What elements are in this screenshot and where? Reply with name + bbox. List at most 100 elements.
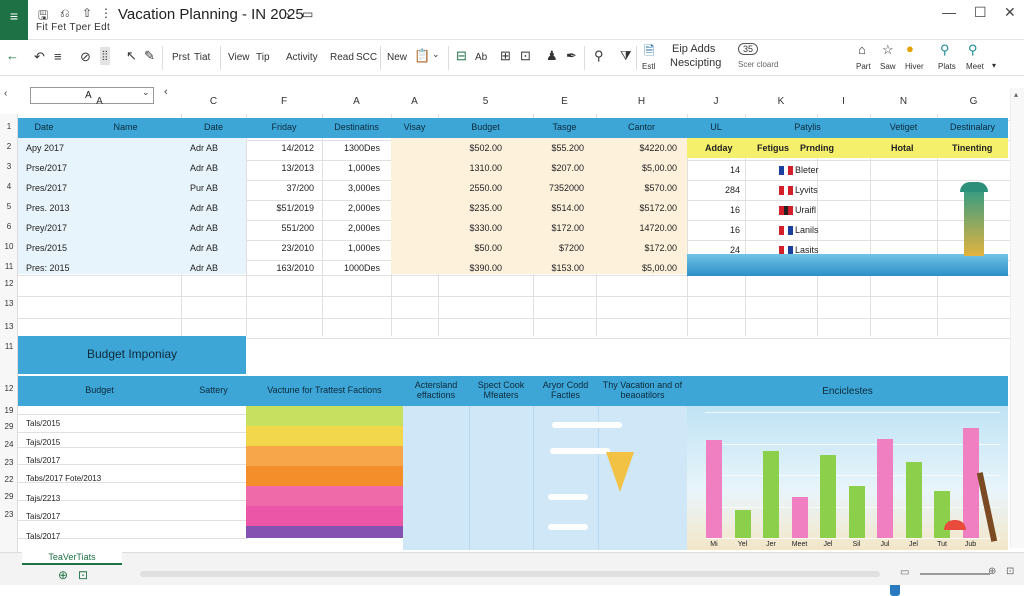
- ribbon-tip[interactable]: Tip: [256, 52, 270, 63]
- data-cell-5-5[interactable]: $7200: [558, 242, 584, 253]
- ribbon-meet-dropdown[interactable]: ▾: [992, 61, 997, 70]
- data-cell-6-6[interactable]: $5,00.00: [641, 262, 677, 273]
- title-arrow[interactable]: ›: [286, 8, 290, 22]
- align-icon[interactable]: ≡: [54, 49, 62, 64]
- data-cell-5-4[interactable]: $50.00: [474, 242, 502, 253]
- bottom-header-1[interactable]: Sattery: [199, 385, 228, 396]
- row-number-5[interactable]: 6: [6, 222, 12, 231]
- column-header-5[interactable]: 5: [482, 96, 489, 107]
- bottom-header-5[interactable]: Aryor Codd Factles: [542, 380, 589, 400]
- data-cell-4-1[interactable]: Adr AB: [190, 222, 219, 233]
- doc-icon[interactable]: 🗎: [644, 43, 655, 58]
- redo-icon[interactable]: ↶: [34, 49, 45, 64]
- function-icon[interactable]: ‹: [164, 86, 168, 98]
- top-header-10[interactable]: Patylis: [794, 122, 821, 133]
- fit-icon[interactable]: ⊡: [1006, 566, 1015, 577]
- data-cell-0-3[interactable]: 1300Des: [343, 142, 380, 153]
- format-icon[interactable]: ⊞: [500, 48, 511, 63]
- top-header-9[interactable]: UL: [710, 122, 722, 133]
- row-number-7[interactable]: 11: [4, 262, 14, 271]
- data-cell-4-5[interactable]: $172.00: [551, 222, 584, 233]
- data-cell-4-4[interactable]: $330.00: [469, 222, 502, 233]
- row-number-17[interactable]: 22: [4, 475, 14, 484]
- data-cell-3-5[interactable]: $514.00: [551, 202, 584, 213]
- data-cell-2-1[interactable]: Pur AB: [190, 182, 219, 193]
- minimize-button[interactable]: —: [942, 4, 956, 20]
- data-cell-2-2[interactable]: 37/200: [286, 182, 314, 193]
- column-header-0[interactable]: A: [96, 96, 103, 107]
- title-menu[interactable]: Fit Fet Tper Edt: [36, 22, 111, 33]
- row-number-9[interactable]: 13: [4, 299, 14, 308]
- table-icon[interactable]: ⊟: [456, 48, 467, 63]
- data-cell-2-6[interactable]: $570.00: [644, 182, 677, 193]
- data-cell-0-1[interactable]: Adr AB: [190, 142, 219, 153]
- ribbon-estl[interactable]: Estl: [642, 62, 656, 71]
- lasso-icon[interactable]: ⚲: [594, 48, 604, 63]
- data-cell-0-5[interactable]: $55.200: [551, 142, 584, 153]
- data-cell-6-2[interactable]: 163/2010: [276, 262, 314, 273]
- column-header-7[interactable]: H: [637, 96, 646, 107]
- ribbon-saw[interactable]: Saw: [880, 62, 896, 71]
- data-cell-1-6[interactable]: $5,00.00: [641, 162, 677, 173]
- bottom-header-6[interactable]: Thy Vacation and of beaoatilors: [602, 380, 683, 400]
- flag-count-2[interactable]: 16: [729, 204, 740, 215]
- data-cell-3-4[interactable]: $235.00: [469, 202, 502, 213]
- row-number-14[interactable]: 29: [4, 422, 14, 431]
- name-box[interactable]: A: [30, 87, 154, 104]
- column-header-1[interactable]: C: [209, 96, 218, 107]
- data-cell-5-0[interactable]: Pres/2015: [26, 242, 68, 253]
- data-cell-1-2[interactable]: 13/2013: [281, 162, 314, 173]
- zoom-in-icon[interactable]: ⊕: [988, 566, 997, 577]
- highlight-tinenting[interactable]: Tinenting: [952, 142, 993, 153]
- data-cell-1-3[interactable]: 1,000es: [347, 162, 380, 173]
- budget-row-3[interactable]: Tabs/2017 Fote/2013: [26, 474, 102, 483]
- budget-row-0[interactable]: Tals/2015: [26, 419, 61, 428]
- maximize-button[interactable]: ☐: [974, 4, 987, 20]
- ribbon-tiat[interactable]: Tiat: [194, 52, 211, 63]
- flag-count-4[interactable]: 24: [729, 244, 740, 255]
- row-number-18[interactable]: 29: [4, 492, 14, 501]
- data-cell-6-5[interactable]: $153.00: [551, 262, 584, 273]
- row-number-8[interactable]: 12: [4, 279, 14, 288]
- budget-row-5[interactable]: Tais/2017: [26, 512, 61, 521]
- data-cell-6-3[interactable]: 1000Des: [343, 262, 380, 273]
- zoom-slider[interactable]: [920, 573, 990, 575]
- link-icon[interactable]: ⊘: [80, 49, 91, 64]
- data-cell-1-0[interactable]: Prse/2017: [26, 162, 68, 173]
- top-header-3[interactable]: Friday: [271, 122, 297, 133]
- flag-label-4[interactable]: Lasits: [795, 244, 819, 255]
- dropdown-icon[interactable]: ⌄: [432, 49, 440, 59]
- layout-icon[interactable]: ▭: [302, 7, 314, 21]
- ribbon-ab[interactable]: Ab: [475, 52, 488, 63]
- row-number-19[interactable]: 23: [4, 510, 14, 519]
- data-cell-6-4[interactable]: $390.00: [469, 262, 502, 273]
- data-cell-4-0[interactable]: Prey/2017: [26, 222, 68, 233]
- row-number-13[interactable]: 19: [4, 406, 14, 415]
- star-icon[interactable]: ☆: [882, 42, 894, 57]
- column-header-8[interactable]: J: [713, 96, 719, 107]
- top-header-5[interactable]: Visay: [403, 122, 426, 133]
- column-header-2[interactable]: F: [280, 96, 288, 107]
- data-cell-5-3[interactable]: 1,000es: [347, 242, 380, 253]
- ribbon-part[interactable]: Part: [856, 62, 871, 71]
- column-header-11[interactable]: N: [899, 96, 908, 107]
- bulb-icon[interactable]: ●: [906, 41, 914, 56]
- pointer-icon[interactable]: ↖: [126, 48, 137, 63]
- data-cell-1-4[interactable]: 1310.00: [469, 162, 502, 173]
- ribbon-activity[interactable]: Activity: [286, 52, 318, 63]
- search-icon[interactable]: ⚲: [940, 42, 950, 57]
- data-cell-5-1[interactable]: Adr AB: [190, 242, 219, 253]
- data-cell-2-5[interactable]: 7352000: [548, 182, 584, 193]
- ribbon-nescipting[interactable]: Nescipting: [670, 57, 722, 69]
- row-number-4[interactable]: 5: [6, 202, 12, 211]
- row-number-6[interactable]: 10: [4, 242, 14, 251]
- add-sheet-icon[interactable]: ⊕: [58, 568, 69, 582]
- row-number-15[interactable]: 24: [4, 440, 14, 449]
- save-icon[interactable]: 🖫: [38, 8, 49, 22]
- sheet-tab[interactable]: TeaVerTiats: [22, 549, 122, 565]
- filter-icon[interactable]: ⧩: [620, 48, 632, 63]
- flag-label-1[interactable]: Lyvits: [795, 184, 818, 195]
- ribbon-plats[interactable]: Plats: [938, 62, 956, 71]
- bottom-header-3[interactable]: Actersland effactions: [414, 380, 458, 400]
- row-number-2[interactable]: 3: [6, 162, 12, 171]
